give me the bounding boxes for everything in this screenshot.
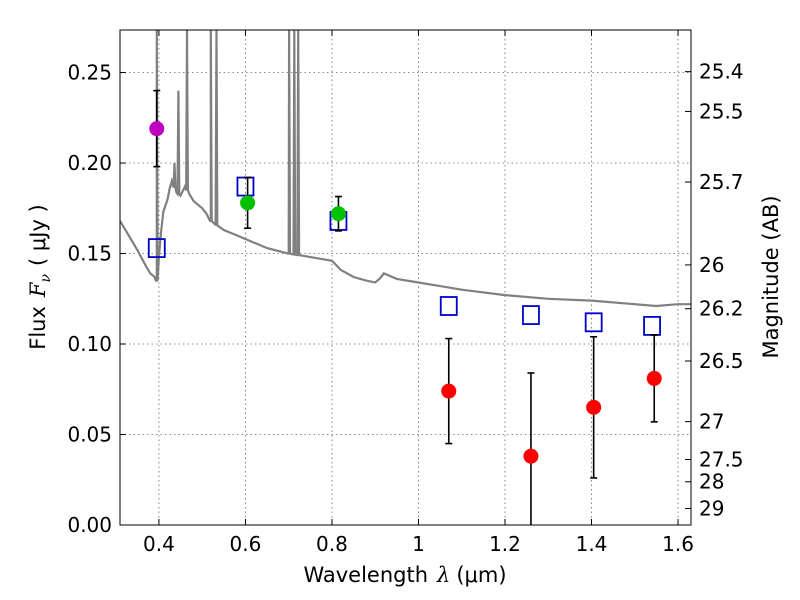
data-point <box>646 370 662 386</box>
y-tick-label: 0.10 <box>67 332 112 356</box>
x-axis-label: Wavelength λ (μm) <box>303 563 506 587</box>
y2-tick-label: 25.4 <box>699 60 744 84</box>
y-tick-label: 0.20 <box>67 151 112 175</box>
data-point <box>149 121 165 137</box>
y2-tick-label: 26.5 <box>699 349 744 373</box>
data-point <box>240 195 256 211</box>
y-tick-label: 0.05 <box>67 423 112 447</box>
x-tick-label: 1.4 <box>576 532 608 556</box>
y2-tick-label: 27.5 <box>699 447 744 471</box>
y-axis-label: FluxFν( μJy ) <box>26 204 54 349</box>
x-tick-label: 1.6 <box>662 532 694 556</box>
model-square <box>439 296 458 316</box>
y-tick-label: 0.15 <box>67 242 112 266</box>
y2-tick-label: 25.5 <box>699 99 744 123</box>
y2-tick-label: 26 <box>699 253 724 277</box>
y2-tick-label: 26.2 <box>699 297 744 321</box>
y-tick-label: 0.00 <box>67 513 112 537</box>
data-point <box>523 448 539 464</box>
x-tick-label: 0.8 <box>316 532 348 556</box>
model-square <box>643 316 661 336</box>
x-tick-label: 0.4 <box>143 532 175 556</box>
x-tick-label: 1.2 <box>489 532 521 556</box>
y2-tick-label: 25.7 <box>699 170 744 194</box>
model-square <box>522 305 540 325</box>
axes-ticks: 0.4 0.6 0.8 1 1.2 1.4 1.6 0.00 0.05 0.10 0.15 0.20 0… <box>67 30 744 556</box>
data-point <box>441 383 457 399</box>
plot-frame <box>119 29 692 526</box>
y-tick-label: 0.25 <box>67 61 112 85</box>
model-square <box>584 312 603 333</box>
spectrum-line <box>120 30 691 308</box>
x-tick-label: 1 <box>412 532 425 556</box>
model-spectrum <box>120 30 691 308</box>
data-point <box>330 206 346 222</box>
y2-axis-label: Magnitude (AB) <box>759 195 783 358</box>
y2-tick-label: 27 <box>699 410 724 434</box>
y2-tick-label: 29 <box>699 497 724 521</box>
model-square <box>147 238 166 258</box>
y2-tick-label: 28 <box>699 470 724 494</box>
grid-lines <box>120 30 691 525</box>
data-point <box>586 399 602 415</box>
x-tick-label: 0.6 <box>230 532 262 556</box>
data-marks <box>147 89 662 525</box>
